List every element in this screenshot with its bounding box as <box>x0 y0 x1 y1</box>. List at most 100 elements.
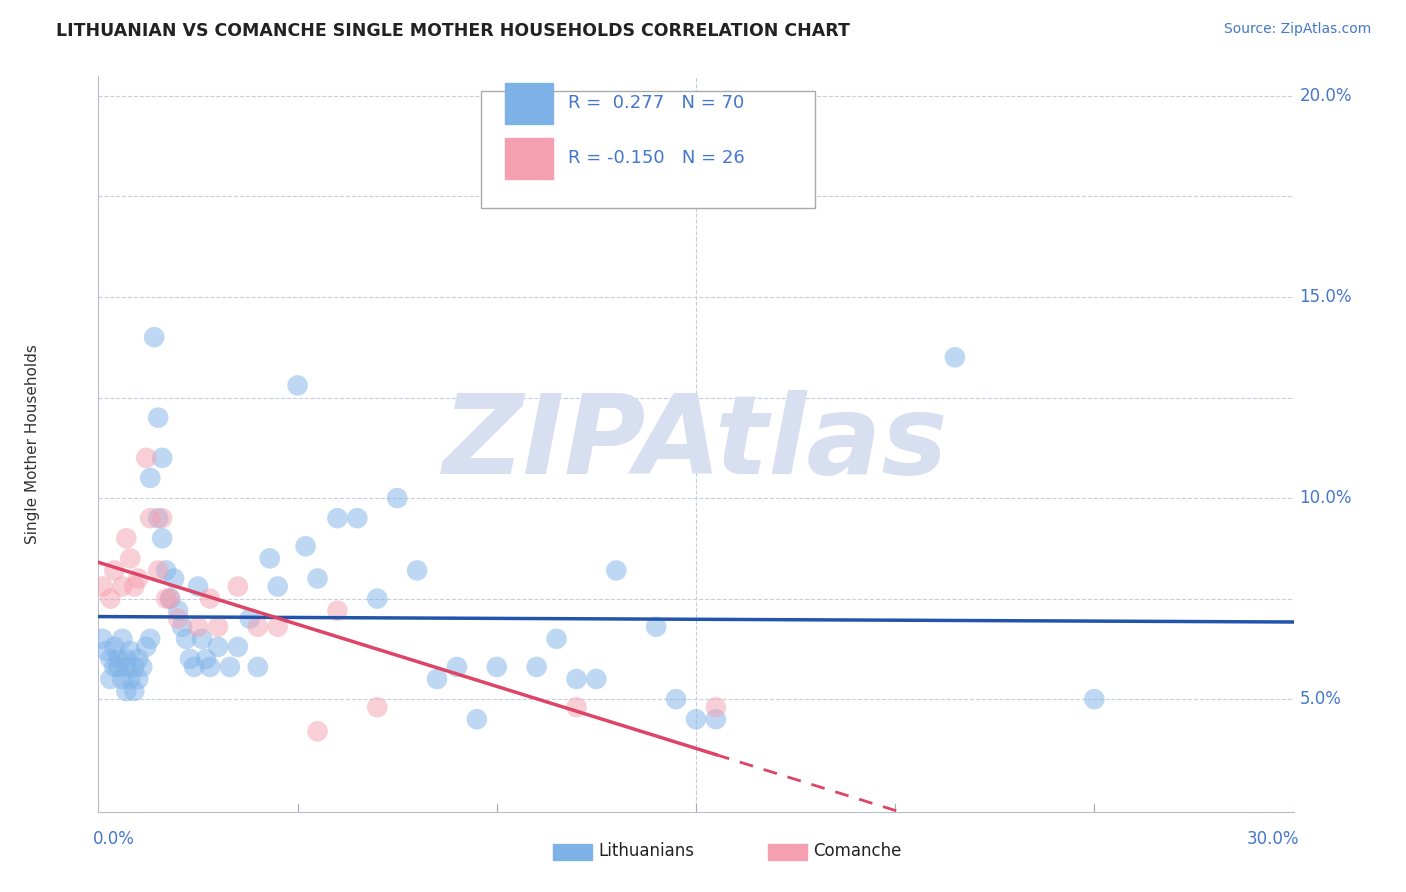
Point <box>183 660 205 674</box>
Text: Comanche: Comanche <box>813 842 901 860</box>
Point <box>259 551 281 566</box>
Point <box>605 564 627 578</box>
Point <box>163 572 186 586</box>
Point <box>267 620 290 634</box>
Point <box>150 511 173 525</box>
Point <box>565 672 588 686</box>
Point <box>385 491 409 505</box>
Point <box>107 660 129 674</box>
Text: 0.0%: 0.0% <box>93 830 135 848</box>
Point <box>585 672 607 686</box>
Point <box>645 620 668 634</box>
Point <box>685 712 707 726</box>
Point <box>91 580 114 594</box>
Point <box>120 551 142 566</box>
Text: 20.0%: 20.0% <box>1299 87 1353 105</box>
Point <box>426 672 449 686</box>
Point <box>111 672 134 686</box>
Text: ZIPAtlas: ZIPAtlas <box>443 391 949 497</box>
Point <box>131 660 153 674</box>
Point <box>943 351 966 365</box>
Point <box>120 644 142 658</box>
Point <box>139 511 162 525</box>
Point <box>98 672 122 686</box>
Point <box>143 330 166 344</box>
Point <box>465 712 488 726</box>
Point <box>174 632 197 646</box>
Point <box>526 660 548 674</box>
Point <box>155 564 177 578</box>
Point <box>187 580 209 594</box>
Point <box>179 652 201 666</box>
Point <box>366 700 388 714</box>
Point <box>139 471 162 485</box>
Point <box>326 511 349 525</box>
Point <box>239 612 262 626</box>
Point <box>665 692 688 706</box>
Point <box>198 660 221 674</box>
Point <box>115 652 138 666</box>
Point <box>187 620 209 634</box>
Point <box>546 632 568 646</box>
Point <box>120 672 142 686</box>
Point <box>115 684 138 698</box>
FancyBboxPatch shape <box>553 844 592 860</box>
FancyBboxPatch shape <box>768 844 807 860</box>
Point <box>91 632 114 646</box>
Point <box>115 531 138 545</box>
Text: R = -0.150   N = 26: R = -0.150 N = 26 <box>568 149 745 167</box>
Point <box>226 640 249 654</box>
Point <box>150 531 173 545</box>
Point <box>446 660 468 674</box>
Point <box>111 580 134 594</box>
FancyBboxPatch shape <box>481 90 815 209</box>
Point <box>246 620 269 634</box>
Point <box>103 660 125 674</box>
Point <box>139 632 162 646</box>
Point <box>366 591 388 606</box>
Point <box>307 572 329 586</box>
FancyBboxPatch shape <box>505 138 553 178</box>
Text: Lithuanians: Lithuanians <box>598 842 695 860</box>
Point <box>294 539 316 553</box>
Point <box>96 644 118 658</box>
Point <box>135 640 157 654</box>
Text: R =  0.277   N = 70: R = 0.277 N = 70 <box>568 94 744 112</box>
Point <box>159 591 181 606</box>
Point <box>172 620 194 634</box>
Point <box>198 591 221 606</box>
Point <box>159 591 181 606</box>
Point <box>124 660 146 674</box>
Point <box>287 378 309 392</box>
Point <box>111 632 134 646</box>
Text: 10.0%: 10.0% <box>1299 489 1353 507</box>
Point <box>98 591 122 606</box>
Point <box>103 564 125 578</box>
Point <box>346 511 368 525</box>
Point <box>127 672 149 686</box>
Text: Source: ZipAtlas.com: Source: ZipAtlas.com <box>1223 22 1371 37</box>
Point <box>226 580 249 594</box>
Point <box>124 580 146 594</box>
Point <box>127 572 149 586</box>
Point <box>148 564 170 578</box>
Point <box>267 580 290 594</box>
Point <box>219 660 242 674</box>
Point <box>704 712 727 726</box>
Point <box>207 620 229 634</box>
Point <box>704 700 727 714</box>
Point <box>107 652 129 666</box>
Text: LITHUANIAN VS COMANCHE SINGLE MOTHER HOUSEHOLDS CORRELATION CHART: LITHUANIAN VS COMANCHE SINGLE MOTHER HOU… <box>56 22 851 40</box>
Point <box>246 660 269 674</box>
Point <box>207 640 229 654</box>
Text: 30.0%: 30.0% <box>1247 830 1299 848</box>
Point <box>150 450 173 465</box>
Point <box>103 640 125 654</box>
Point <box>148 511 170 525</box>
Point <box>1083 692 1105 706</box>
Point <box>406 564 429 578</box>
Point <box>485 660 508 674</box>
Text: Single Mother Households: Single Mother Households <box>25 343 41 544</box>
Point <box>167 612 190 626</box>
Text: 15.0%: 15.0% <box>1299 288 1353 306</box>
